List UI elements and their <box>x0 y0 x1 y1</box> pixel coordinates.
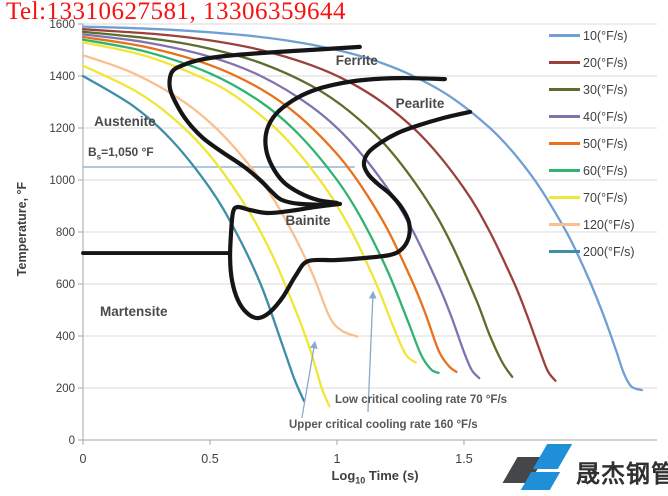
legend-entry-200Fs: 200(°F/s) <box>549 238 667 265</box>
cooling-curve-50 <box>81 35 458 374</box>
cooling-curve-60 <box>81 38 440 375</box>
x-tick-label-1: 1 <box>334 452 341 466</box>
legend-entry-70Fs: 70(°F/s) <box>549 184 667 211</box>
legend-label: 20(°F/s) <box>583 55 628 70</box>
cooling-curve-120 <box>81 54 359 338</box>
x-tick-label-0: 0 <box>80 452 87 466</box>
legend-label: 30(°F/s) <box>583 82 628 97</box>
region-label-martensite: Martensite <box>100 304 168 319</box>
y-tick-label-1200: 1200 <box>49 123 75 135</box>
bs-label-sub: s <box>96 152 102 162</box>
boundary-ferrite-start <box>167 44 362 208</box>
y-tick-label-600: 600 <box>56 279 75 291</box>
y-tick-label-1000: 1000 <box>49 175 75 187</box>
region-label-ferrite: Ferrite <box>336 53 379 68</box>
annotation-upper-critical-rate: Upper critical cooling rate 160 °F/s <box>289 419 478 431</box>
legend-entry-40Fs: 40(°F/s) <box>549 103 667 130</box>
y-tick-label-800: 800 <box>56 227 75 239</box>
y-tick-label-0: 0 <box>69 435 75 447</box>
legend-entry-20Fs: 20(°F/s) <box>549 49 667 76</box>
phone-watermark: Tel:13310627581, 13306359644 <box>6 0 347 25</box>
bs-label-rest: =1,050 °F <box>101 145 154 159</box>
annotation-arrow-low <box>367 290 377 412</box>
legend-line-sample <box>549 142 580 145</box>
legend-label: 70(°F/s) <box>583 190 628 205</box>
cooling-curve-30 <box>81 30 514 378</box>
cooling-curve-70 <box>81 41 417 364</box>
cooling-curve-10 <box>81 25 643 392</box>
bs-line-label: Bs=1,050 °F <box>88 145 154 161</box>
legend-label: 60(°F/s) <box>583 163 628 178</box>
legend-line-sample <box>549 196 580 199</box>
legend-line-sample <box>549 115 580 118</box>
legend-label: 200(°F/s) <box>583 244 635 259</box>
company-logo: 晟杰钢管 <box>500 441 668 496</box>
logo-text: 晟杰钢管 <box>576 461 668 488</box>
legend-entry-60Fs: 60(°F/s) <box>549 157 667 184</box>
x-axis-title-prefix: Log <box>331 468 356 483</box>
region-label-austenite: Austenite <box>94 114 156 129</box>
boundary-pearlite-start <box>263 75 447 205</box>
y-axis-title: Temperature, °F <box>15 181 29 277</box>
y-tick-label-200: 200 <box>56 383 75 395</box>
cooling-curve-40 <box>81 33 481 380</box>
legend-label: 120(°F/s) <box>583 217 635 232</box>
legend-label: 40(°F/s) <box>583 109 628 124</box>
legend-label: 50(°F/s) <box>583 136 628 151</box>
x-tick-label-0.5: 0.5 <box>201 452 218 466</box>
region-label-pearlite: Pearlite <box>396 96 445 111</box>
cooling-curve-20 <box>81 28 557 382</box>
legend: 10(°F/s) 20(°F/s) 30(°F/s) 40(°F/s) 50(°F/s)… <box>549 22 667 265</box>
legend-entry-50Fs: 50(°F/s) <box>549 130 667 157</box>
cooling-curve-160 <box>81 64 331 408</box>
y-tick-label-1400: 1400 <box>49 71 75 83</box>
legend-entry-120Fs: 120(°F/s) <box>549 211 667 238</box>
y-tick-label-400: 400 <box>56 331 75 343</box>
x-axis-title-subscript: 10 <box>355 475 366 486</box>
boundary-bainite-region <box>227 109 473 321</box>
legend-line-sample <box>549 169 580 172</box>
cooling-curve-200 <box>81 74 306 403</box>
annotation-low-critical-rate: Low critical cooling rate 70 °F/s <box>335 394 508 406</box>
legend-line-sample <box>549 34 580 37</box>
x-tick-label-1.5: 1.5 <box>455 452 472 466</box>
region-label-bainite: Bainite <box>286 213 332 228</box>
legend-line-sample <box>549 223 580 226</box>
legend-entry-10Fs: 10(°F/s) <box>549 22 667 49</box>
x-axis-title: Log10 Time (s) <box>295 468 455 486</box>
y-tick-label-1600: 1600 <box>49 19 75 31</box>
bs-label-main: B <box>88 145 97 159</box>
logo-blue-parallelogram-top <box>532 444 573 469</box>
legend-line-sample <box>549 250 580 253</box>
legend-label: 10(°F/s) <box>583 28 628 43</box>
x-axis-title-suffix: Time (s) <box>365 468 419 483</box>
legend-line-sample <box>549 61 580 64</box>
legend-entry-30Fs: 30(°F/s) <box>549 76 667 103</box>
annotation-arrow-upper <box>301 340 318 419</box>
legend-line-sample <box>549 88 580 91</box>
